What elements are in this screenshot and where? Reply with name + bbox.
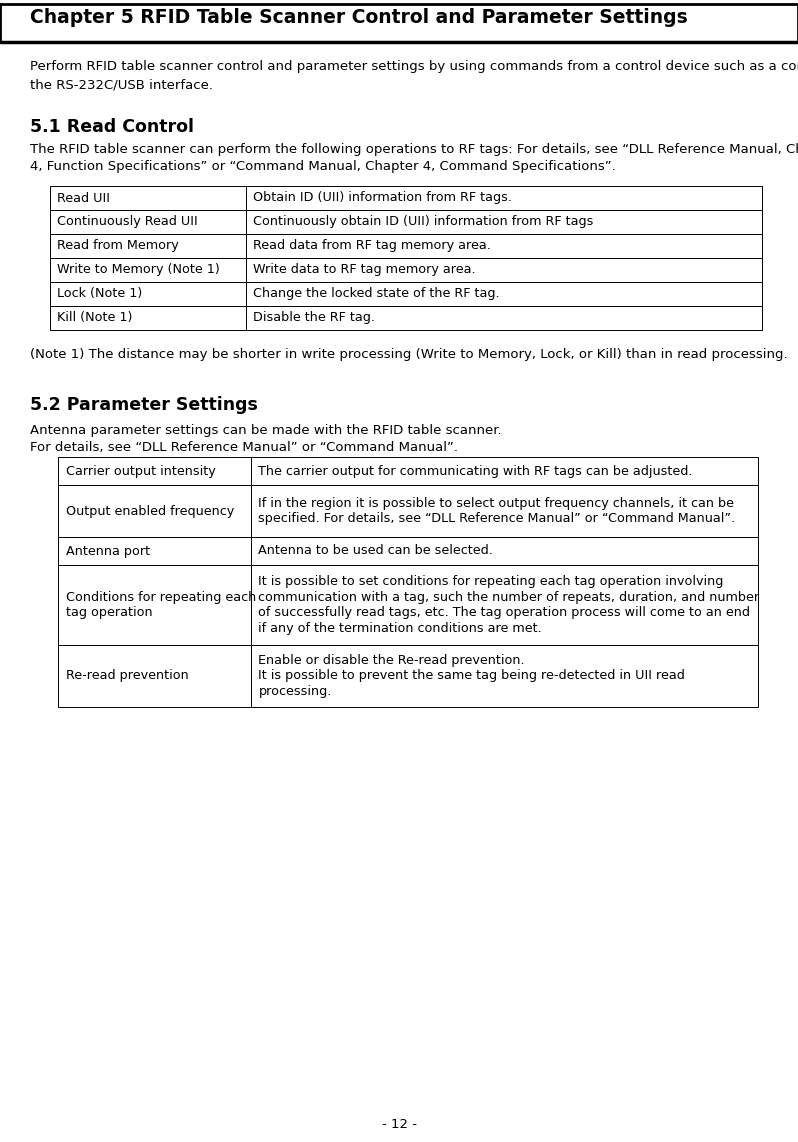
Text: It is possible to set conditions for repeating each tag operation involving: It is possible to set conditions for rep…: [259, 576, 724, 588]
Text: Read data from RF tag memory area.: Read data from RF tag memory area.: [253, 240, 491, 252]
Text: The carrier output for communicating with RF tags can be adjusted.: The carrier output for communicating wit…: [259, 465, 693, 477]
Bar: [50, 234, 762, 258]
Bar: [58, 457, 758, 485]
Text: Antenna parameter settings can be made with the RFID table scanner.: Antenna parameter settings can be made w…: [30, 424, 502, 437]
Text: Continuously obtain ID (UII) information from RF tags: Continuously obtain ID (UII) information…: [253, 216, 593, 228]
Text: Kill (Note 1): Kill (Note 1): [57, 312, 132, 324]
Text: Chapter 5 RFID Table Scanner Control and Parameter Settings: Chapter 5 RFID Table Scanner Control and…: [30, 8, 688, 27]
Bar: [58, 565, 758, 645]
Text: 5.2 Parameter Settings: 5.2 Parameter Settings: [30, 396, 258, 415]
Text: Disable the RF tag.: Disable the RF tag.: [253, 312, 375, 324]
Bar: [0, 5, 798, 42]
Text: Write data to RF tag memory area.: Write data to RF tag memory area.: [253, 264, 476, 276]
Text: if any of the termination conditions are met.: if any of the termination conditions are…: [259, 621, 543, 635]
Text: specified. For details, see “DLL Reference Manual” or “Command Manual”.: specified. For details, see “DLL Referen…: [259, 513, 736, 525]
Text: For details, see “DLL Reference Manual” or “Command Manual”.: For details, see “DLL Reference Manual” …: [30, 441, 458, 455]
Text: Obtain ID (UII) information from RF tags.: Obtain ID (UII) information from RF tags…: [253, 192, 512, 204]
Bar: [58, 485, 758, 537]
Text: Perform RFID table scanner control and parameter settings by using commands from: Perform RFID table scanner control and p…: [30, 61, 798, 73]
Text: Conditions for repeating each: Conditions for repeating each: [66, 590, 256, 604]
Text: The RFID table scanner can perform the following operations to RF tags: For deta: The RFID table scanner can perform the f…: [30, 143, 798, 156]
Text: the RS-232C/USB interface.: the RS-232C/USB interface.: [30, 78, 213, 91]
Text: of successfully read tags, etc. The tag operation process will come to an end: of successfully read tags, etc. The tag …: [259, 606, 750, 619]
Text: Re-read prevention: Re-read prevention: [66, 669, 189, 683]
Bar: [50, 282, 762, 306]
Text: Read UII: Read UII: [57, 192, 110, 204]
Bar: [58, 645, 758, 707]
Text: Carrier output intensity: Carrier output intensity: [66, 465, 215, 477]
Bar: [58, 537, 758, 565]
Text: tag operation: tag operation: [66, 606, 152, 619]
Text: Change the locked state of the RF tag.: Change the locked state of the RF tag.: [253, 288, 500, 300]
Text: communication with a tag, such the number of repeats, duration, and number: communication with a tag, such the numbe…: [259, 590, 760, 604]
Text: 4, Function Specifications” or “Command Manual, Chapter 4, Command Specification: 4, Function Specifications” or “Command …: [30, 160, 616, 172]
Text: Output enabled frequency: Output enabled frequency: [66, 505, 235, 517]
Text: If in the region it is possible to select output frequency channels, it can be: If in the region it is possible to selec…: [259, 497, 734, 509]
Text: It is possible to prevent the same tag being re-detected in UII read: It is possible to prevent the same tag b…: [259, 669, 685, 683]
Text: Write to Memory (Note 1): Write to Memory (Note 1): [57, 264, 219, 276]
Text: Read from Memory: Read from Memory: [57, 240, 179, 252]
Text: Antenna port: Antenna port: [66, 545, 150, 557]
Bar: [50, 186, 762, 210]
Text: processing.: processing.: [259, 685, 332, 698]
Bar: [50, 306, 762, 330]
Text: Antenna to be used can be selected.: Antenna to be used can be selected.: [259, 545, 493, 557]
Text: Enable or disable the Re-read prevention.: Enable or disable the Re-read prevention…: [259, 654, 525, 667]
Text: Continuously Read UII: Continuously Read UII: [57, 216, 198, 228]
Text: 5.1 Read Control: 5.1 Read Control: [30, 118, 194, 136]
Text: (Note 1) The distance may be shorter in write processing (Write to Memory, Lock,: (Note 1) The distance may be shorter in …: [30, 348, 788, 361]
Bar: [50, 210, 762, 234]
Text: Lock (Note 1): Lock (Note 1): [57, 288, 142, 300]
Bar: [50, 258, 762, 282]
Text: - 12 -: - 12 -: [381, 1118, 417, 1131]
